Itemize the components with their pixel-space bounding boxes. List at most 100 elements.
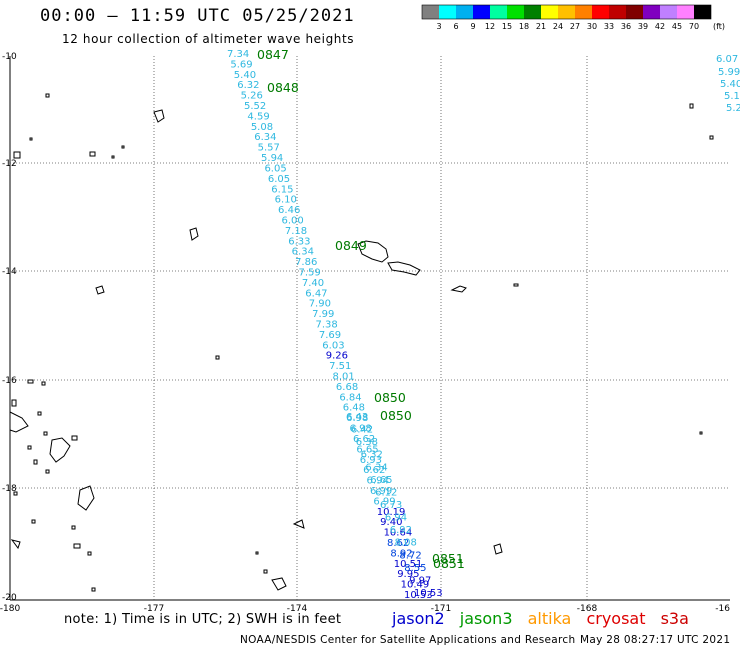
color-scale-label: 30 (587, 22, 597, 31)
color-swatch (524, 5, 541, 19)
island-savaii (357, 240, 389, 263)
swh-value: 10.53 (404, 590, 433, 601)
swh-value: 6.92 (390, 525, 412, 536)
swh-value: 7.90 (309, 299, 331, 310)
swh-value: 6.15 (271, 184, 293, 195)
satellite-s3a: s3a (660, 609, 689, 628)
color-scale-label: 24 (553, 22, 563, 31)
footer-credit: NOAA/NESDIS Center for Satellite Applica… (240, 634, 576, 646)
color-scale-label: 45 (672, 22, 682, 31)
swh-value: 6.32 (237, 80, 259, 91)
color-scale-unit: (ft) (713, 22, 725, 31)
swh-value: 6.48 (343, 403, 365, 414)
island-niue-area (292, 519, 305, 529)
color-swatch (422, 5, 439, 19)
swh-value: 6.73 (380, 500, 402, 511)
swh-value: 6.99 (370, 486, 392, 497)
track-time-label: 0850 (380, 408, 412, 423)
swh-value: 5.99 (718, 67, 740, 78)
satellite-cryosat: cryosat (586, 609, 646, 628)
swh-value: 6.93 (360, 455, 382, 466)
swh-value: 7.69 (319, 330, 341, 341)
longitude-label: -16 (715, 604, 730, 614)
swh-value: 6.34 (254, 132, 276, 143)
swh-value: 8.62 (387, 538, 409, 549)
track-time-label: 0851 (432, 551, 464, 566)
color-scale-label: 70 (689, 22, 699, 31)
latitude-label: -14 (2, 267, 17, 277)
color-scale-label: 3 (436, 22, 441, 31)
island-south-a (271, 577, 287, 591)
longitude-label: -180 (0, 604, 20, 614)
color-swatch (439, 5, 456, 19)
swh-value: 6.94 (367, 476, 389, 487)
swh-value: 9.95 (397, 569, 419, 580)
map-title: 00:00 – 11:59 UTC 05/25/2021 (40, 6, 355, 26)
swh-value: 10.64 (384, 528, 413, 539)
swh-value: 5.69 (230, 59, 252, 70)
track-time-label: 0847 (257, 47, 289, 62)
swh-value: 6.94 (385, 513, 407, 524)
color-scale-label: 18 (519, 22, 529, 31)
swh-value: 9.40 (380, 517, 402, 528)
satellite-jason2: jason2 (392, 609, 445, 628)
swh-value: 5.40 (234, 70, 256, 81)
swh-value: 7.51 (329, 361, 351, 372)
graticule (10, 56, 730, 600)
island-small-a (95, 285, 105, 295)
swh-value: 7.18 (285, 226, 307, 237)
map-frame (9, 56, 730, 601)
color-scale-label: 33 (604, 22, 614, 31)
swh-value: 6.12 (375, 487, 397, 498)
color-scale-label: 6 (453, 22, 458, 31)
latitude-label: -10 (2, 52, 17, 62)
swh-value: 8.08 (395, 538, 417, 549)
color-swatch (592, 5, 609, 19)
swh-value: 6.10 (275, 195, 297, 206)
swh-value: 6.84 (339, 392, 361, 403)
swh-value: 7.34 (227, 49, 249, 60)
altimeter-track-east: 6.436.426.386.326.346.656.126.736.946.92… (346, 412, 443, 599)
swh-value: 6.68 (336, 382, 358, 393)
island-tonga-a (77, 485, 95, 511)
latitude-label: -18 (2, 484, 17, 494)
color-swatch (694, 5, 711, 19)
island-north (153, 109, 165, 123)
swh-value: 7.59 (298, 267, 320, 278)
footer-note: note: 1) Time is in UTC; 2) SWH is in fe… (64, 612, 342, 627)
swh-value: 6.33 (288, 236, 310, 247)
swh-value: 8.55 (404, 563, 426, 574)
island-upolu (387, 261, 421, 276)
swh-value: 10.53 (414, 588, 443, 599)
island-edge (10, 539, 21, 550)
track-time-label: 0849 (335, 238, 367, 253)
swh-value: 6.42 (351, 425, 373, 436)
swh-value: 7.40 (302, 278, 324, 289)
latitude-label: -16 (2, 376, 17, 386)
color-swatch (660, 5, 677, 19)
color-scale-label: 36 (621, 22, 631, 31)
swh-value: 10.19 (377, 507, 406, 518)
swh-value: 5.2 (726, 103, 740, 114)
swh-value: 6.03 (322, 340, 344, 351)
coastlines (9, 109, 503, 591)
swh-value: 9.97 (409, 575, 431, 586)
color-scale-frame (421, 4, 712, 20)
swh-value: 8.01 (333, 372, 355, 383)
swh-value: 5.52 (244, 101, 266, 112)
longitude-label: -177 (144, 604, 164, 614)
island-tutuila (450, 285, 467, 293)
color-scale-legend: 3 6 9 12 15 18 21 24 27 30 33 36 39 42 45 70 (ft) (421, 4, 725, 31)
footer-timestamp: May 28 08:27:17 UTC 2021 (580, 634, 731, 646)
swh-value: 6.65 (356, 444, 378, 455)
swh-value: 5.1 (724, 91, 740, 102)
color-scale-label: 21 (536, 22, 546, 31)
longitude-label: -168 (577, 604, 598, 614)
swh-value: 6.34 (292, 247, 314, 258)
swh-value: 6.34 (365, 462, 387, 473)
swh-value: 6.99 (373, 496, 395, 507)
satellite-jason3: jason3 (459, 609, 513, 628)
swh-value: 8.92 (390, 548, 412, 559)
